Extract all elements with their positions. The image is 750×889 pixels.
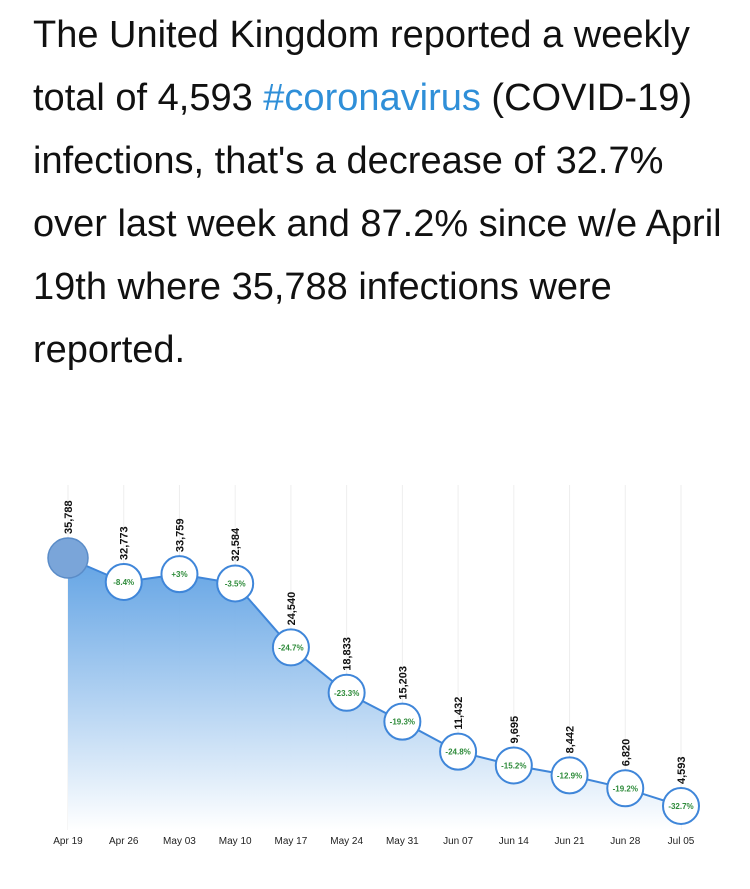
change-label: -32.7% bbox=[668, 802, 693, 811]
data-point-marker bbox=[216, 564, 255, 603]
data-point-marker bbox=[383, 702, 422, 741]
x-tick-label: Jun 14 bbox=[499, 836, 529, 847]
chart-value-labels: 35,788 -8.4% 32,773 +3% 33,759 -3.5% 32,584 -24… bbox=[63, 500, 694, 811]
data-point-marker bbox=[271, 628, 310, 667]
data-point-marker bbox=[47, 537, 89, 579]
data-point-marker bbox=[439, 732, 478, 771]
value-label: 15,203 bbox=[397, 666, 409, 700]
value-label: 35,788 bbox=[63, 500, 75, 534]
change-label: -24.8% bbox=[445, 748, 470, 757]
change-label: -19.3% bbox=[390, 718, 415, 727]
change-label: -15.2% bbox=[501, 761, 526, 770]
value-label: 9,695 bbox=[509, 716, 521, 744]
x-tick-label: May 10 bbox=[219, 836, 252, 847]
value-label: 8,442 bbox=[565, 726, 577, 754]
x-tick-label: May 24 bbox=[330, 836, 363, 847]
x-tick-label: May 17 bbox=[275, 836, 308, 847]
chart-markers bbox=[47, 537, 700, 825]
data-point-marker bbox=[160, 555, 199, 594]
change-label: -24.7% bbox=[278, 643, 303, 652]
value-label: 32,584 bbox=[230, 527, 242, 562]
data-point-marker bbox=[606, 769, 645, 808]
data-point-marker bbox=[662, 787, 700, 825]
x-tick-label: Jul 05 bbox=[668, 836, 695, 847]
data-point-marker bbox=[104, 562, 143, 601]
x-tick-label: May 31 bbox=[386, 836, 419, 847]
data-point-marker bbox=[327, 673, 366, 712]
x-tick-label: Apr 19 bbox=[53, 836, 83, 847]
hashtag-link[interactable]: #coronavirus bbox=[263, 77, 481, 119]
tweet-text: The United Kingdom reported a weekly tot… bbox=[33, 4, 733, 382]
tweet-text-part1: The United Kingdom reported a weekly tot… bbox=[33, 14, 690, 119]
change-label: -3.5% bbox=[225, 579, 246, 588]
value-label: 11,432 bbox=[453, 697, 465, 730]
x-tick-label: Apr 26 bbox=[109, 836, 139, 847]
x-tick-label: May 03 bbox=[163, 836, 196, 847]
change-label: -12.9% bbox=[557, 771, 582, 780]
weekly-infections-chart: 35,788 -8.4% 32,773 +3% 33,759 -3.5% 32,584 -24… bbox=[47, 485, 700, 847]
change-label: +3% bbox=[171, 570, 187, 579]
data-point-marker bbox=[550, 756, 589, 795]
x-tick-label: Jun 21 bbox=[555, 836, 585, 847]
data-point-marker bbox=[494, 746, 533, 785]
value-label: 24,540 bbox=[286, 592, 298, 626]
change-label: -19.2% bbox=[613, 784, 638, 793]
value-label: 4,593 bbox=[676, 756, 688, 784]
x-tick-label: Jun 07 bbox=[443, 836, 473, 847]
change-label: -23.3% bbox=[334, 689, 359, 698]
value-label: 6,820 bbox=[620, 739, 632, 767]
value-label: 18,833 bbox=[342, 637, 354, 671]
change-label: -8.4% bbox=[113, 578, 134, 587]
tweet-text-part2: (COVID-19) infections, that's a decrease… bbox=[33, 77, 722, 371]
chart-x-axis: Apr 19 Apr 26 May 03 May 10 May 17 May 24 May … bbox=[53, 836, 695, 847]
value-label: 33,759 bbox=[174, 518, 186, 552]
chart-area-fill bbox=[68, 558, 681, 830]
x-tick-label: Jun 28 bbox=[610, 836, 640, 847]
value-label: 32,773 bbox=[119, 526, 131, 560]
